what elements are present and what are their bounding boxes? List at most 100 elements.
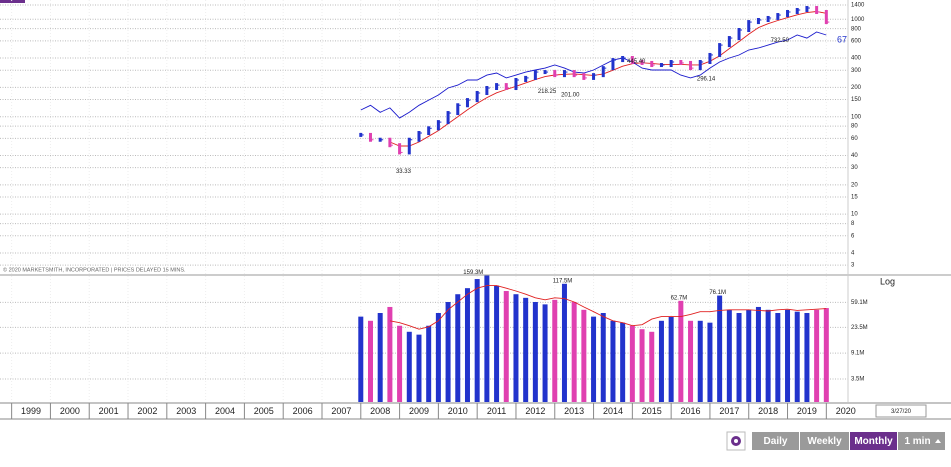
price-bar (689, 60, 693, 71)
price-bar (485, 85, 489, 96)
button-face[interactable] (850, 432, 897, 450)
y-tick-label: 30 (851, 165, 858, 171)
year-label: 2010 (448, 406, 468, 416)
year-label: 2001 (99, 406, 119, 416)
year-label: 2018 (758, 406, 778, 416)
price-annotation: 33.33 (396, 169, 412, 175)
price-bar (436, 120, 440, 131)
toolbar-button[interactable]: 1 min (898, 432, 945, 450)
price-bar (824, 10, 828, 25)
volume-bar (426, 325, 432, 402)
volume-bar (581, 309, 587, 402)
volume-bar (532, 302, 538, 402)
volume-bar (513, 294, 519, 402)
year-label: 2004 (215, 406, 235, 416)
rs-line (360, 31, 827, 119)
year-label: 2002 (137, 406, 157, 416)
volume-bar (658, 320, 664, 402)
volume-bar (503, 291, 509, 402)
price-bar (388, 137, 392, 148)
volume-bar (523, 297, 529, 402)
scale-label: Log (880, 276, 895, 286)
price-bar (776, 13, 780, 20)
y-tick-label: 3.5M (851, 377, 864, 383)
price-bar (368, 132, 372, 142)
volume-bar (552, 299, 558, 402)
volume-bar (717, 295, 723, 402)
year-label: 2013 (564, 406, 584, 416)
price-bar (669, 60, 673, 68)
price-bar (398, 143, 402, 155)
button-face[interactable] (800, 432, 849, 450)
volume-bar (814, 309, 820, 402)
settings-button[interactable] (726, 431, 746, 451)
volume-bar (561, 283, 567, 402)
button-face[interactable] (898, 432, 945, 450)
volume-bar (746, 309, 752, 402)
y-tick-label: 300 (851, 68, 862, 74)
price-bar (592, 73, 596, 80)
y-tick-label: 8 (851, 221, 855, 227)
gear-hole (734, 439, 738, 443)
y-tick-label: 400 (851, 56, 862, 62)
y-tick-label: 60 (851, 136, 858, 142)
volume-bar (610, 320, 616, 402)
toolbar-button[interactable]: Weekly (800, 432, 849, 450)
volume-bar (755, 306, 761, 402)
volume-bar (377, 313, 383, 402)
price-bar (456, 103, 460, 116)
volume-bar (571, 302, 577, 402)
price-bar (553, 70, 557, 78)
year-label: 2014 (603, 406, 623, 416)
price-bar (582, 73, 586, 80)
y-tick-label: 10 (851, 212, 858, 218)
price-bar (446, 111, 450, 125)
y-tick-label: 150 (851, 97, 862, 103)
volume-bar (406, 331, 412, 402)
volume-bar (688, 320, 694, 402)
price-bar (611, 58, 615, 71)
button-label[interactable]: Weekly (807, 436, 842, 447)
button-label[interactable]: Monthly (854, 436, 893, 447)
volume-bar (823, 308, 829, 402)
toolbar-button[interactable]: Daily (752, 432, 799, 450)
moving-average (389, 11, 827, 147)
volume-bar (804, 313, 810, 402)
volume-annotation: 159.3M (463, 270, 483, 276)
year-label: 2009 (409, 406, 429, 416)
price-bar (815, 6, 819, 15)
button-label[interactable]: 1 min (904, 436, 930, 447)
dropdown-caret (935, 439, 941, 443)
toolbar-button[interactable]: Monthly (850, 432, 897, 450)
price-annotation: 201.00 (561, 93, 580, 99)
y-tick-label: 59.1M (851, 300, 868, 306)
button-face[interactable] (752, 432, 799, 450)
volume-bar (455, 294, 461, 402)
volume-bar (785, 309, 791, 402)
year-label: 2020 (836, 406, 856, 416)
price-bar (495, 83, 499, 90)
volume-bar (464, 288, 470, 402)
volume-bar (600, 313, 606, 402)
price-annotation: 445.40 (627, 59, 646, 65)
year-label: 1999 (21, 406, 41, 416)
price-bar (514, 77, 518, 90)
price-bar (621, 56, 625, 63)
price-bar (737, 28, 741, 41)
y-tick-label: 1000 (851, 17, 865, 23)
price-bar (766, 15, 770, 22)
y-tick-label: 200 (851, 85, 862, 91)
price-bar (698, 60, 702, 71)
price-bar (650, 60, 654, 68)
price-bar (475, 91, 479, 103)
volume-bar (620, 322, 626, 402)
year-label: 2008 (370, 406, 390, 416)
volume-bar (775, 313, 781, 402)
price-bar (427, 126, 431, 136)
volume-annotation: 76.1M (709, 290, 726, 296)
y-tick-label: 40 (851, 153, 858, 159)
volume-bar (726, 309, 732, 402)
y-tick-label: 15 (851, 195, 858, 201)
y-tick-label: 3 (851, 263, 855, 269)
button-label[interactable]: Daily (764, 436, 788, 447)
